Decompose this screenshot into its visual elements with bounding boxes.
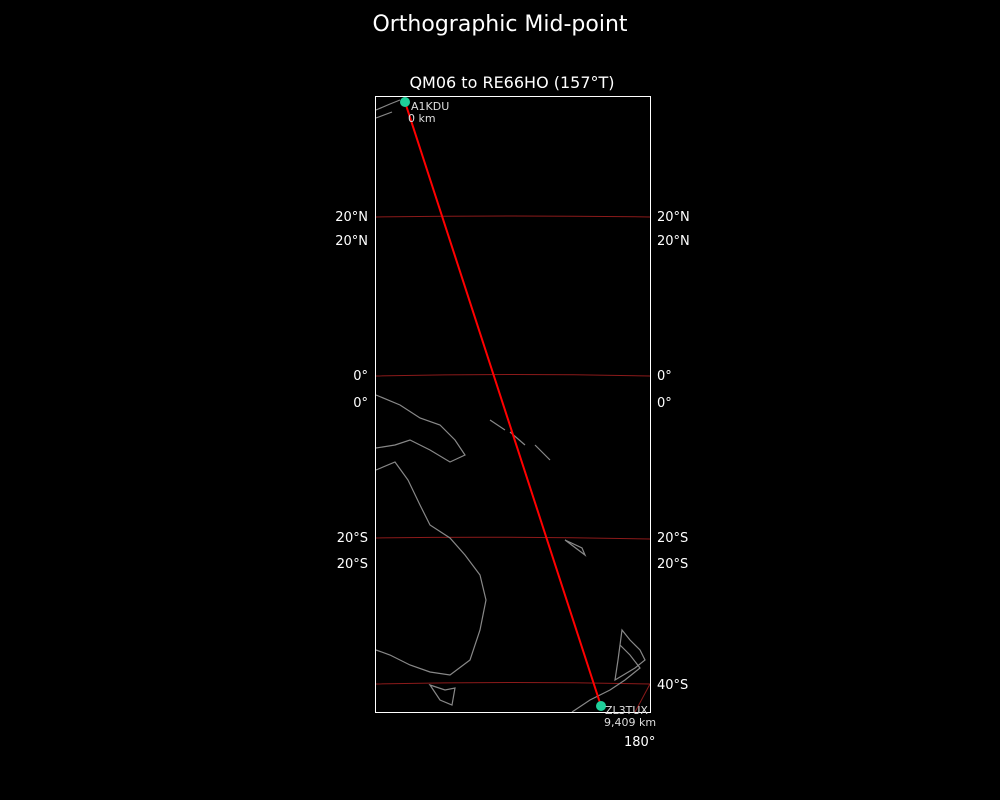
lat-line-0 [375,374,651,377]
lat-label: 20°N [335,210,368,225]
lat-label: 20°S [657,557,688,572]
lat-label: 20°N [657,234,690,249]
lon-line-180 [634,683,651,713]
lat-line-20n [375,215,651,218]
lat-line-20s [375,536,651,540]
great-circle-path [404,101,602,707]
lat-label: 0° [657,369,672,384]
lat-label: 0° [353,396,368,411]
start-label: A1KDU [411,100,449,113]
lat-label: 20°N [657,210,690,225]
end-marker [596,701,606,711]
lon-label: 180° [624,735,655,750]
lat-label: 20°N [335,234,368,249]
lat-label: 20°S [337,531,368,546]
map-frame [375,96,651,713]
start-distance: 0 km [408,112,436,125]
coastlines [375,99,646,713]
lat-label: 0° [353,369,368,384]
start-marker [400,97,410,107]
lat-label: 20°S [337,557,368,572]
figure-title: Orthographic Mid-point [372,12,628,37]
end-distance: 9,409 km [604,716,656,729]
map-title: QM06 to RE66HO (157°T) [409,73,614,92]
lat-label: 0° [657,396,672,411]
graticule [375,215,651,713]
lat-line-40s [375,682,651,685]
lat-label: 40°S [657,678,688,693]
lat-label: 20°S [657,531,688,546]
end-label: ZL3TUX [605,704,648,717]
